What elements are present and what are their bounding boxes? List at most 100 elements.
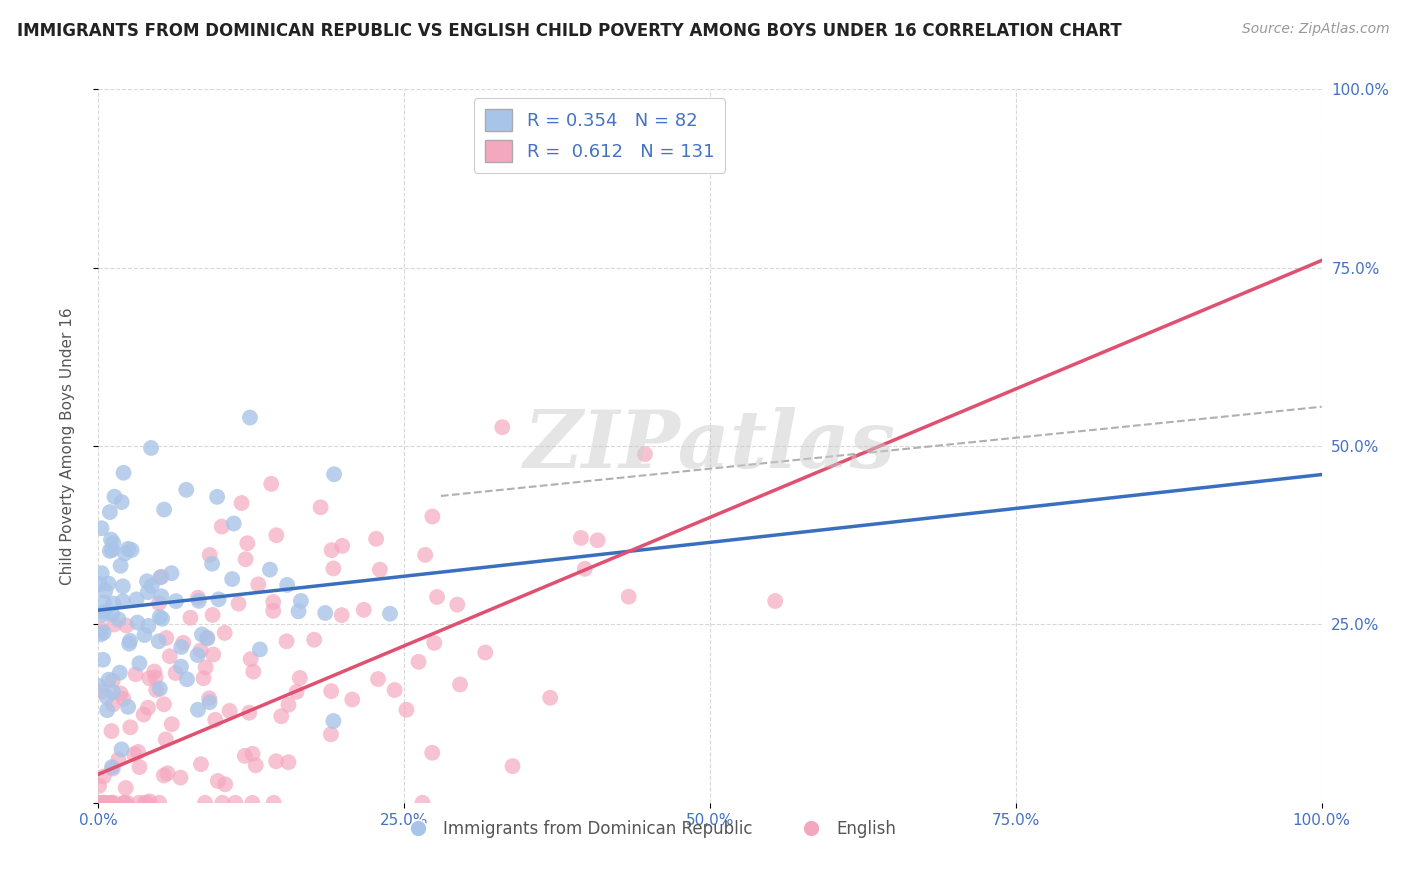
Point — [110, 686, 132, 700]
Point — [408, 655, 430, 669]
Point — [538, 690, 561, 705]
Point — [117, 699, 139, 714]
Point — [118, 633, 141, 648]
Point — [277, 698, 299, 712]
Point — [150, 589, 173, 603]
Point — [101, 762, 124, 776]
Point — [89, 796, 111, 810]
Point — [117, 541, 139, 556]
Point — [135, 796, 157, 810]
Point — [187, 703, 209, 717]
Point — [100, 796, 122, 810]
Point — [378, 607, 401, 621]
Point — [242, 665, 264, 679]
Point — [321, 684, 343, 698]
Point — [132, 707, 155, 722]
Point — [233, 748, 256, 763]
Point — [221, 572, 243, 586]
Point — [422, 509, 444, 524]
Point — [149, 570, 172, 584]
Point — [150, 570, 173, 584]
Point — [89, 577, 111, 591]
Point — [239, 652, 262, 666]
Point — [247, 577, 270, 591]
Legend: Immigrants from Dominican Republic, English: Immigrants from Dominican Republic, Engl… — [395, 814, 903, 845]
Point — [107, 752, 129, 766]
Point — [153, 698, 176, 712]
Point — [207, 774, 229, 789]
Point — [118, 637, 141, 651]
Point — [170, 640, 193, 654]
Point — [211, 796, 233, 810]
Point — [288, 671, 311, 685]
Point — [89, 779, 111, 793]
Point — [114, 547, 136, 561]
Point — [214, 626, 236, 640]
Point — [101, 673, 124, 688]
Point — [190, 757, 212, 772]
Point — [96, 796, 118, 810]
Point — [211, 519, 233, 533]
Point — [617, 590, 640, 604]
Text: IMMIGRANTS FROM DOMINICAN REPUBLIC VS ENGLISH CHILD POVERTY AMONG BOYS UNDER 16 : IMMIGRANTS FROM DOMINICAN REPUBLIC VS EN… — [17, 22, 1122, 40]
Point — [574, 562, 596, 576]
Point — [413, 548, 436, 562]
Point — [224, 796, 246, 810]
Point — [330, 539, 353, 553]
Point — [155, 732, 177, 747]
Point — [115, 618, 138, 632]
Point — [449, 677, 471, 691]
Point — [145, 671, 167, 685]
Point — [276, 634, 298, 648]
Point — [191, 627, 214, 641]
Point — [111, 594, 134, 608]
Text: Source: ZipAtlas.com: Source: ZipAtlas.com — [1241, 22, 1389, 37]
Point — [323, 467, 346, 482]
Point — [87, 679, 110, 693]
Point — [91, 796, 114, 810]
Point — [149, 610, 172, 624]
Point — [160, 717, 183, 731]
Point — [97, 673, 120, 687]
Point — [205, 490, 228, 504]
Point — [368, 563, 391, 577]
Point — [165, 594, 187, 608]
Point — [120, 720, 142, 734]
Point — [101, 685, 124, 699]
Point — [100, 533, 122, 547]
Point — [91, 607, 114, 622]
Point — [127, 745, 149, 759]
Point — [115, 796, 138, 810]
Point — [90, 566, 112, 581]
Point — [93, 796, 115, 810]
Point — [100, 724, 122, 739]
Point — [235, 552, 257, 566]
Point — [194, 796, 217, 810]
Point — [198, 691, 221, 706]
Point — [138, 671, 160, 685]
Point — [96, 690, 118, 704]
Point — [187, 648, 209, 662]
Point — [502, 759, 524, 773]
Point — [103, 796, 125, 810]
Point — [93, 595, 115, 609]
Point — [231, 496, 253, 510]
Point — [270, 709, 292, 723]
Point — [218, 704, 240, 718]
Point — [322, 561, 344, 575]
Point — [111, 495, 134, 509]
Point — [91, 796, 114, 810]
Point — [245, 758, 267, 772]
Point — [112, 796, 135, 810]
Point — [353, 603, 375, 617]
Point — [125, 592, 148, 607]
Point — [266, 528, 288, 542]
Point — [143, 665, 166, 679]
Point — [198, 548, 221, 562]
Point — [165, 665, 187, 680]
Point — [420, 746, 443, 760]
Point — [285, 685, 308, 699]
Point — [103, 490, 125, 504]
Point — [176, 672, 198, 686]
Point — [287, 604, 309, 618]
